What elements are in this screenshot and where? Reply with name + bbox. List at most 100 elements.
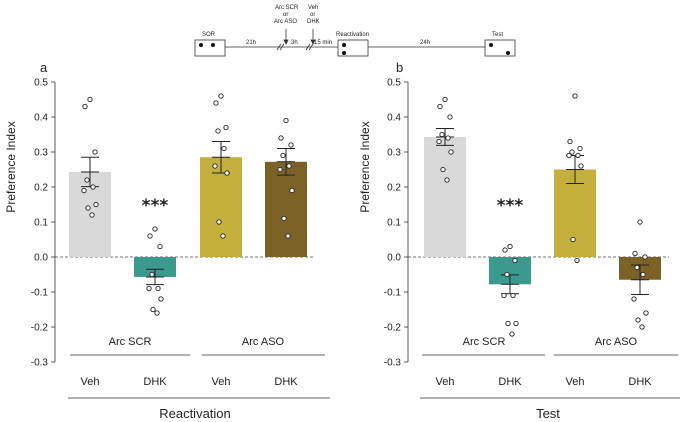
group-label: Arc SCR <box>463 336 506 348</box>
category-label: DHK <box>274 376 298 388</box>
data-point <box>447 114 453 120</box>
data-point <box>642 254 648 260</box>
bars <box>424 136 661 285</box>
object-dot <box>342 43 346 47</box>
data-point <box>278 135 284 141</box>
data-point <box>442 96 448 103</box>
data-point <box>152 226 158 232</box>
injection-label: or <box>283 12 288 18</box>
group-label: Arc ASO <box>242 336 285 348</box>
injection-label: DHK <box>307 19 320 25</box>
data-point <box>212 163 218 169</box>
group-label: Arc ASO <box>595 336 638 348</box>
y-tick-label: 0.0 <box>34 253 48 264</box>
data-point <box>448 149 454 155</box>
y-axis-title: Preference Index <box>358 121 372 212</box>
data-point <box>154 310 160 316</box>
bar <box>265 161 307 257</box>
category-label: DHK <box>628 376 652 388</box>
data-point <box>632 250 638 257</box>
category-label: Veh <box>436 376 455 388</box>
y-tick-label: 0.4 <box>34 113 48 124</box>
y-axis: -0.3 -0.2 -0.1 0.0 0.1 0.2 0.3 0.4 0.5 <box>31 78 315 369</box>
data-point <box>510 292 516 299</box>
data-point <box>92 149 98 155</box>
object-dot <box>211 43 215 47</box>
data-point <box>444 177 450 183</box>
data-point <box>572 93 578 99</box>
data-point <box>439 131 445 138</box>
data-point <box>507 243 513 250</box>
data-point <box>643 310 649 316</box>
data-point <box>509 331 515 337</box>
chart-title: Test <box>536 406 560 421</box>
data-point <box>504 271 510 278</box>
injection-label: Arc ASO <box>274 19 297 25</box>
data-point <box>640 271 646 278</box>
data-point <box>223 124 229 131</box>
y-tick-label: 0.0 <box>387 253 401 264</box>
data-point <box>158 296 164 302</box>
data-point <box>289 187 295 194</box>
data-point <box>147 233 153 239</box>
data-point <box>215 128 221 134</box>
data-point <box>224 170 230 176</box>
significance-markers: *** <box>142 196 169 216</box>
category-label: DHK <box>498 376 522 388</box>
chart-panel-test: b Preference Index -0.3 -0.2 -0.1 0.0 0.1 0.2… <box>358 60 680 421</box>
y-tick-label: -0.1 <box>384 288 402 299</box>
data-point <box>286 163 292 169</box>
bar <box>554 169 596 257</box>
data-point <box>221 145 227 152</box>
category-label: Veh <box>212 376 231 388</box>
data-point <box>81 187 87 194</box>
data-point <box>213 100 219 106</box>
data-point <box>566 152 572 159</box>
y-tick-label: -0.2 <box>31 323 49 334</box>
data-point <box>577 145 583 152</box>
stage-label-test: Test <box>492 32 503 38</box>
data-point <box>288 142 294 148</box>
y-tick-label: -0.3 <box>31 358 49 369</box>
data-point <box>216 219 222 225</box>
data-point <box>85 205 91 211</box>
panel-label: b <box>396 60 403 75</box>
y-tick-label: -0.3 <box>384 358 402 369</box>
data-point <box>569 149 575 155</box>
significance-markers: *** <box>497 196 524 216</box>
data-point <box>277 166 283 173</box>
data-point <box>501 292 507 299</box>
stage-label-reactivation: Reactivation <box>336 32 369 38</box>
object-dot <box>342 51 346 55</box>
y-tick-label: 0.5 <box>387 78 401 89</box>
object-dot <box>199 43 203 47</box>
data-point <box>283 117 289 124</box>
data-point <box>637 219 643 225</box>
interval-label: 3h <box>291 40 298 46</box>
category-label: DHK <box>143 376 167 388</box>
chart-panel-reactivation: a Preference Index -0.3 -0.2 -0.1 0.0 0.1 0.2… <box>4 60 330 421</box>
y-tick-label: 0.4 <box>387 113 401 124</box>
category-label: Veh <box>566 376 585 388</box>
data-point <box>445 135 451 141</box>
data-point <box>578 163 584 169</box>
data-point <box>281 215 287 222</box>
data-point <box>502 247 508 253</box>
data-point <box>512 257 518 264</box>
injection-label: or <box>310 12 315 18</box>
bar <box>424 136 466 257</box>
data-point <box>437 103 443 110</box>
bar <box>200 157 242 257</box>
data-point <box>218 93 224 99</box>
data-point <box>84 177 90 183</box>
injection-label: Veh <box>308 5 318 11</box>
y-tick-label: 0.2 <box>34 183 48 194</box>
y-tick-label: 0.3 <box>387 148 401 159</box>
object-dot <box>489 43 493 47</box>
data-point <box>89 212 95 218</box>
error-bars <box>436 128 649 295</box>
data-point <box>436 138 442 145</box>
y-tick-label: -0.2 <box>384 323 402 334</box>
data-points <box>436 93 649 337</box>
